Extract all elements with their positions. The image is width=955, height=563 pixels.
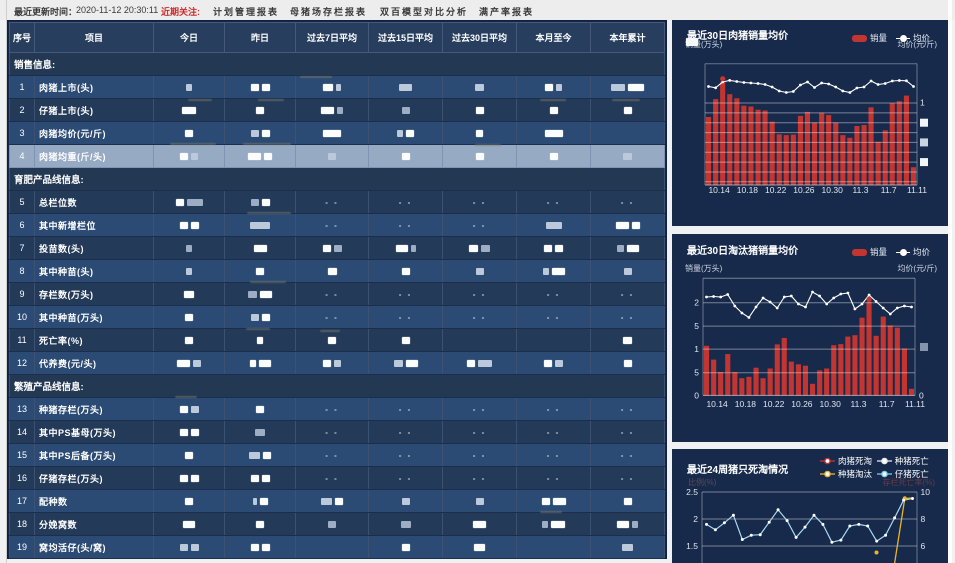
svg-text:10.18: 10.18: [735, 399, 757, 409]
svg-text:11.3: 11.3: [851, 399, 867, 409]
svg-text:10.18: 10.18: [737, 185, 759, 195]
svg-text:11.11: 11.11: [907, 185, 927, 195]
svg-text:5: 5: [694, 368, 699, 378]
svg-text:8: 8: [921, 514, 926, 524]
svg-text:1: 1: [694, 344, 699, 354]
svg-text:10.30: 10.30: [822, 185, 844, 195]
svg-text:1.5: 1.5: [686, 541, 698, 551]
svg-text:6: 6: [921, 541, 926, 551]
svg-text:11.11: 11.11: [905, 399, 925, 409]
svg-text:10.22: 10.22: [763, 399, 785, 409]
svg-text:11.7: 11.7: [879, 399, 895, 409]
svg-text:10.30: 10.30: [820, 399, 842, 409]
svg-text:2: 2: [693, 514, 698, 524]
svg-text:2.5: 2.5: [686, 487, 698, 497]
svg-text:1: 1: [920, 98, 925, 108]
svg-text:10: 10: [921, 487, 931, 497]
svg-text:10.22: 10.22: [765, 185, 787, 195]
svg-text:10.14: 10.14: [708, 185, 730, 195]
svg-text:11.7: 11.7: [881, 185, 897, 195]
svg-text:10.26: 10.26: [793, 185, 815, 195]
svg-text:0: 0: [694, 391, 699, 401]
svg-text:10.14: 10.14: [706, 399, 728, 409]
svg-text:2: 2: [694, 298, 699, 308]
svg-text:10.26: 10.26: [791, 399, 813, 409]
svg-text:5: 5: [694, 321, 699, 331]
svg-text:0: 0: [919, 391, 924, 401]
svg-text:11.3: 11.3: [853, 185, 869, 195]
